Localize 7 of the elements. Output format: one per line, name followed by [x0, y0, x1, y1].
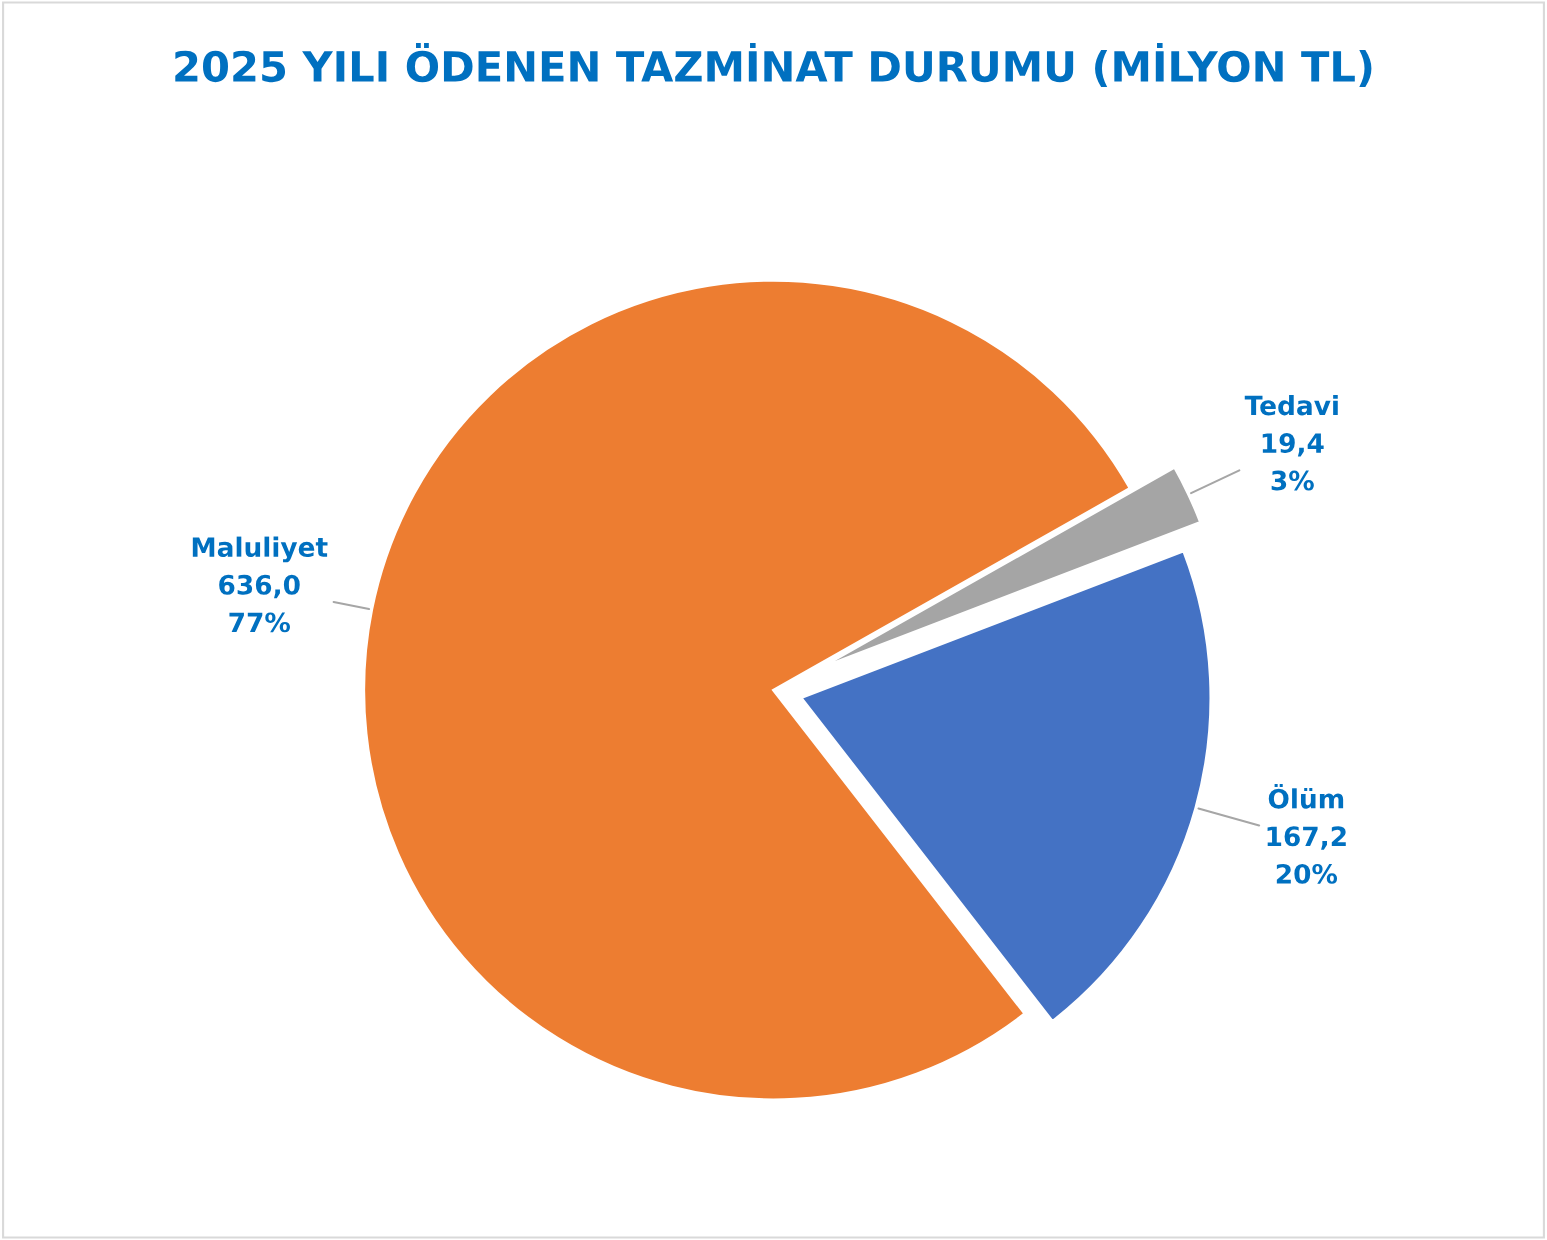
slice-label: Tedavi [1244, 395, 1338, 416]
data-label: 167,2 20% [1267, 826, 1346, 884]
slice-label: Maluliyet [192, 536, 328, 563]
data-label: 19,4 3% [1262, 433, 1324, 491]
data-label: 636,0 77% [219, 574, 300, 633]
chart-title: 2025 YILI ÖDENEN TAZMİNAT DURUMU (MİLYON TL) [175, 43, 1372, 88]
slice-label: Ölüm [1268, 783, 1344, 809]
